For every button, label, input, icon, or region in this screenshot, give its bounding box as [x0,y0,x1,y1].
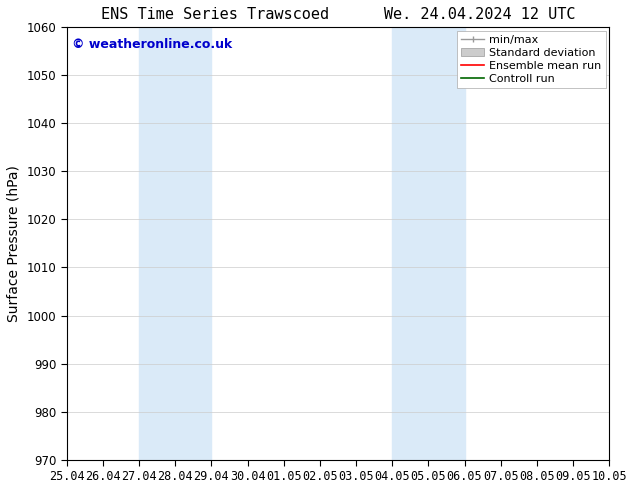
Text: © weatheronline.co.uk: © weatheronline.co.uk [72,38,232,51]
Y-axis label: Surface Pressure (hPa): Surface Pressure (hPa) [7,165,21,322]
Bar [392,27,465,460]
Bar [139,27,211,460]
Title: ENS Time Series Trawscoed      We. 24.04.2024 12 UTC: ENS Time Series Trawscoed We. 24.04.2024… [101,7,575,22]
Legend: min/max, Standard deviation, Ensemble mean run, Controll run: min/max, Standard deviation, Ensemble me… [457,30,606,88]
